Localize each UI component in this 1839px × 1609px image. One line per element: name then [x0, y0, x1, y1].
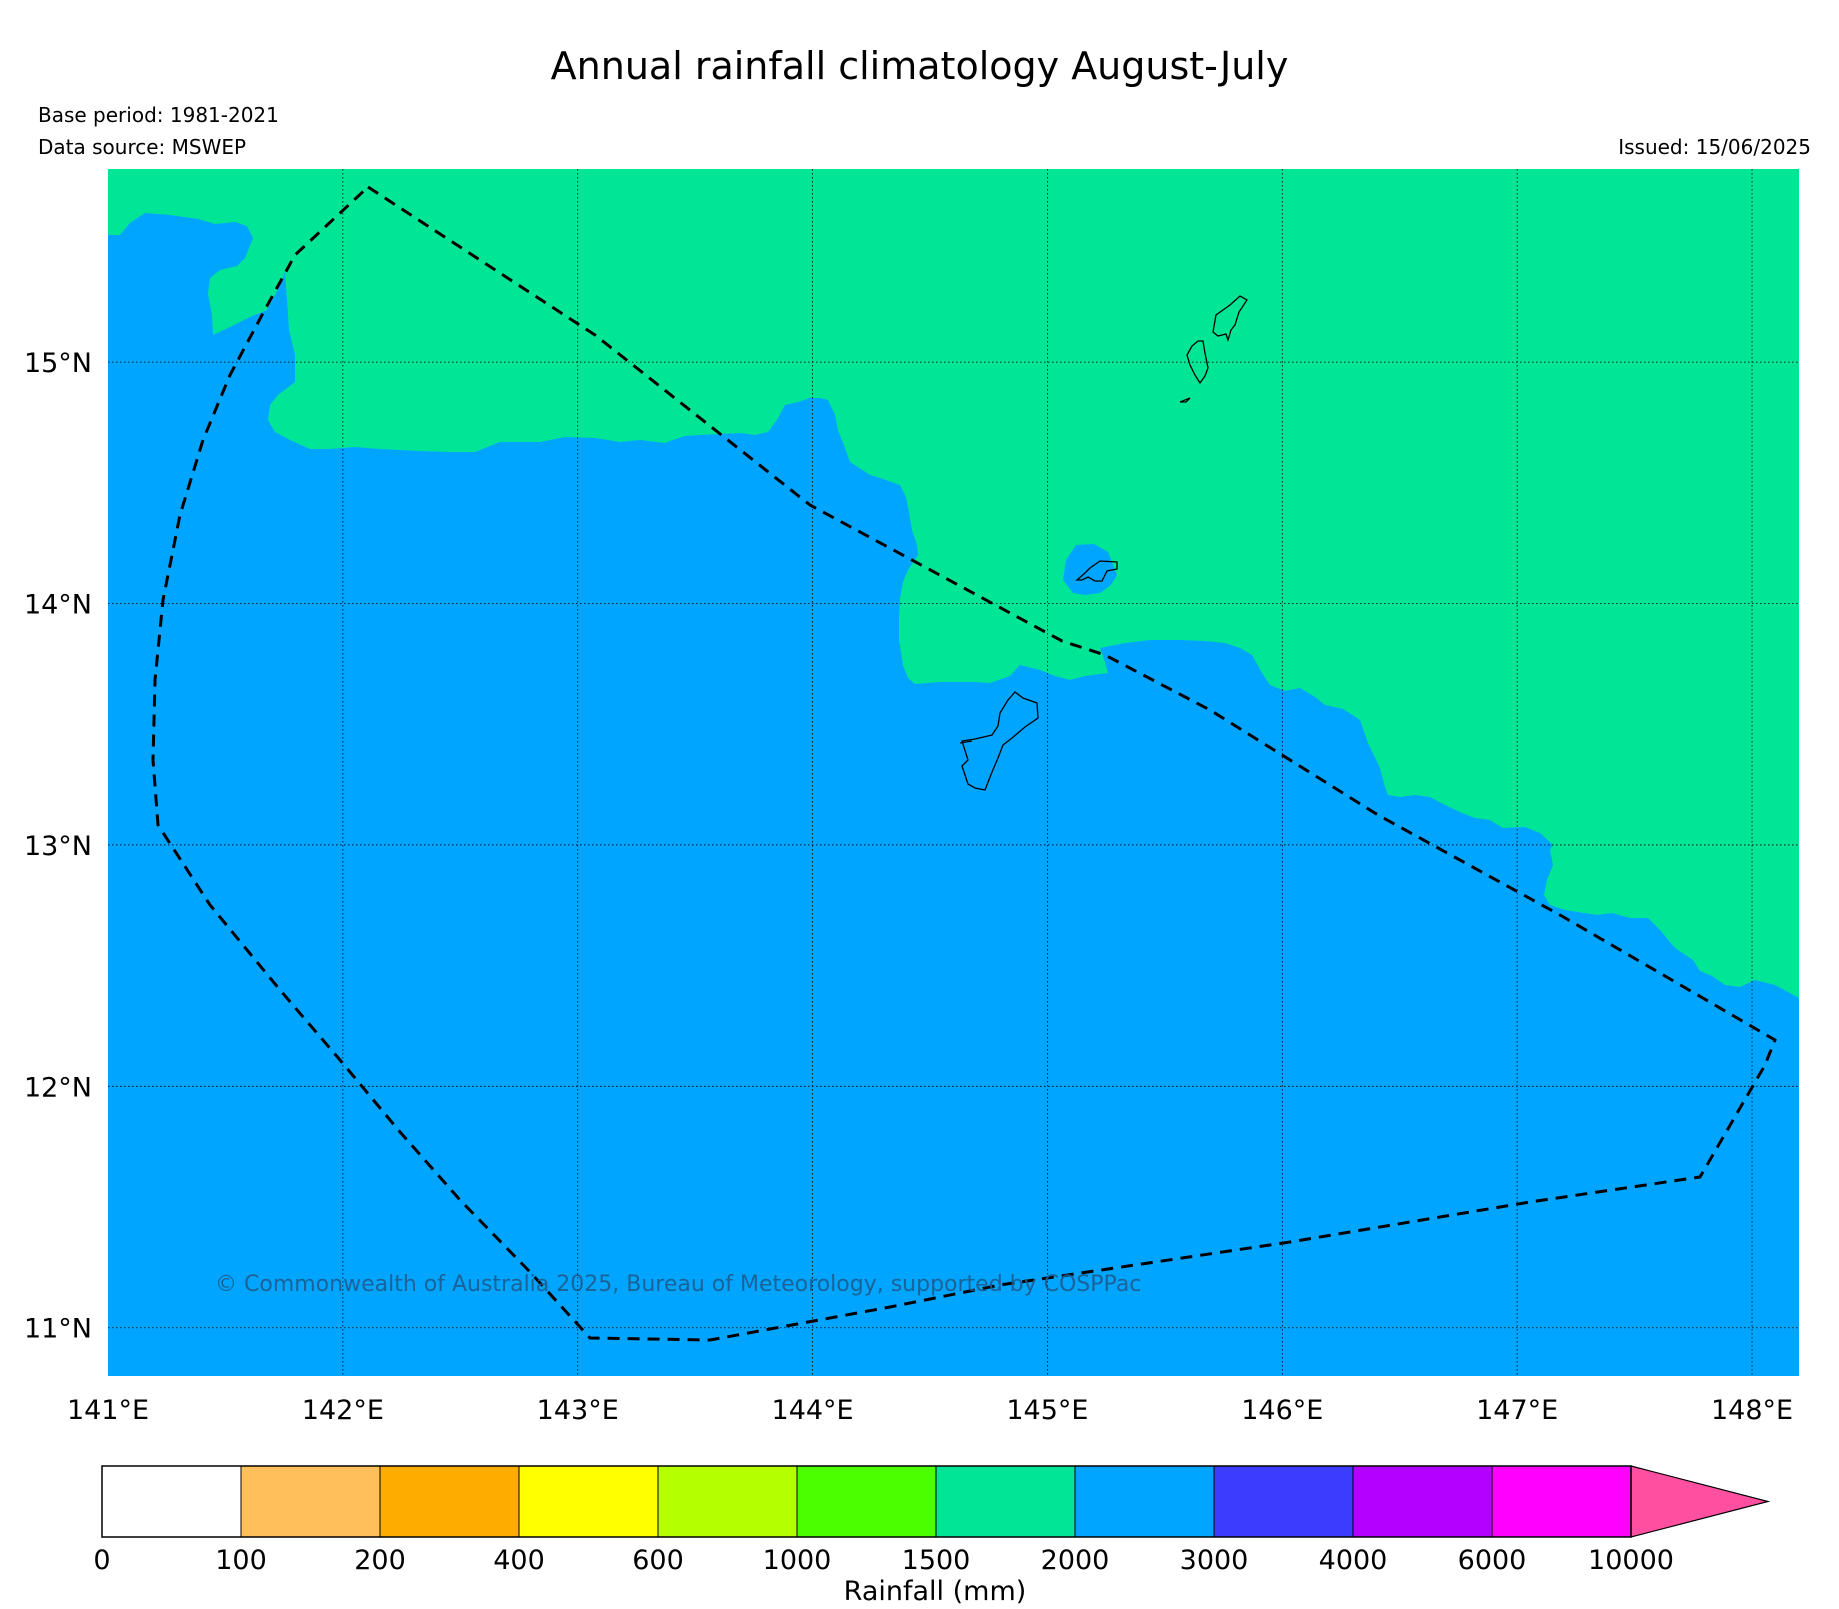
colorbar-tick-label: 10000 [1588, 1545, 1674, 1576]
lon-tick-label: 141°E [67, 1395, 149, 1426]
lat-tick-label: 15°N [24, 348, 92, 379]
lon-tick-label: 143°E [537, 1395, 619, 1426]
colorbar-tick-label: 2000 [1041, 1545, 1110, 1576]
colorbar-tick-label: 0 [93, 1545, 110, 1576]
colorbar-swatch [240, 1465, 381, 1538]
lon-tick-label: 147°E [1476, 1395, 1558, 1426]
lon-tick-label: 145°E [1006, 1395, 1088, 1426]
colorbar-swatch [1352, 1465, 1493, 1538]
colorbar-swatch [101, 1465, 242, 1538]
colorbar-tick-label: 4000 [1319, 1545, 1388, 1576]
issued-date: Issued: 15/06/2025 [1618, 135, 1811, 159]
lat-tick-label: 12°N [24, 1072, 92, 1103]
guam-island [961, 691, 1039, 791]
latitude-labels: 15°N 14°N 13°N 12°N 11°N [24, 348, 92, 1345]
colorbar-swatch [657, 1465, 798, 1538]
eez-boundary [151, 185, 1777, 1342]
colorbar-frame [101, 1465, 1632, 1538]
island-outlines [959, 295, 1248, 791]
colorbar-swatch [1074, 1465, 1215, 1538]
colorbar-tick-label: 1500 [902, 1545, 971, 1576]
rota-island [1075, 560, 1118, 582]
colorbar-swatch [1491, 1465, 1632, 1538]
lon-tick-label: 148°E [1711, 1395, 1793, 1426]
colorbar-tick-label: 600 [632, 1545, 684, 1576]
lat-tick-label: 14°N [24, 590, 92, 621]
saipan-island [1212, 295, 1248, 343]
tinian-island [1186, 340, 1209, 385]
colorbar-swatch [796, 1465, 937, 1538]
colorbar-tick-label: 200 [354, 1545, 406, 1576]
lat-tick-label: 11°N [24, 1314, 92, 1345]
lon-tick-label: 142°E [302, 1395, 384, 1426]
colorbar-swatch [1213, 1465, 1354, 1538]
copyright-notice: © Commonwealth of Australia 2025, Bureau… [215, 1272, 1141, 1297]
colorbar-swatch [518, 1465, 659, 1538]
data-source: Data source: MSWEP [38, 135, 247, 159]
cocos-islet [959, 740, 973, 744]
longitude-labels: 141°E 142°E 143°E 144°E 145°E 146°E 147°E 148°E [67, 1395, 1793, 1426]
colorbar-swatch [379, 1465, 520, 1538]
aguijan-island [1179, 397, 1191, 403]
base-period: Base period: 1981-2021 [38, 103, 279, 127]
colorbar-tick-label: 1000 [763, 1545, 832, 1576]
colorbar-tick-label: 6000 [1458, 1545, 1527, 1576]
colorbar-tick-label: 3000 [1180, 1545, 1249, 1576]
lon-tick-label: 146°E [1241, 1395, 1323, 1426]
colorbar-extend-arrow [1630, 1465, 1771, 1538]
colorbar-swatch [935, 1465, 1076, 1538]
colorbar-label: Rainfall (mm) [844, 1576, 1027, 1607]
colorbar-tick-label: 100 [215, 1545, 267, 1576]
rota-rainfall-pocket [1063, 544, 1117, 595]
map-gridlines [108, 169, 1799, 1376]
colorbar: 0 100 200 400 600 1000 1500 2000 3000 4000 6000 100… [93, 1465, 1771, 1576]
lon-tick-label: 144°E [772, 1395, 854, 1426]
page-title: Annual rainfall climatology August-July [550, 44, 1289, 88]
colorbar-tick-label: 400 [493, 1545, 545, 1576]
lat-tick-label: 13°N [24, 831, 92, 862]
